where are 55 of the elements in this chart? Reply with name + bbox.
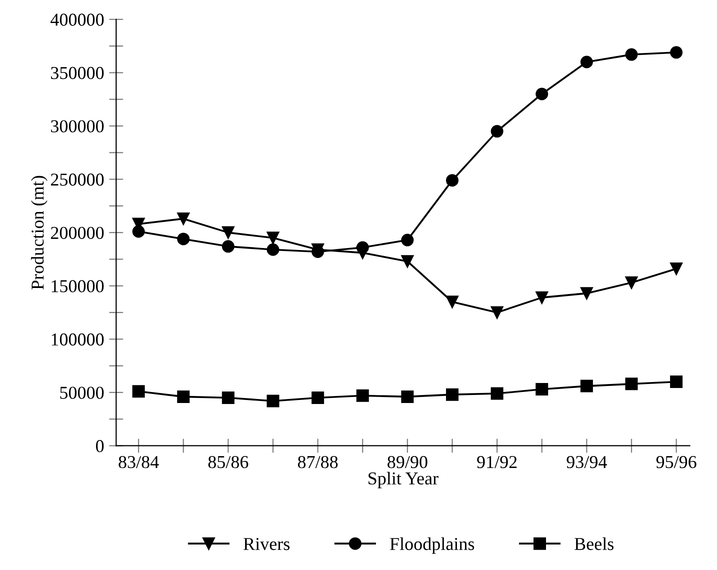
point <box>222 240 234 253</box>
point <box>401 234 414 246</box>
point <box>222 392 234 404</box>
point <box>580 380 593 392</box>
x-tick-label: 93/94 <box>566 456 607 468</box>
point <box>536 382 548 396</box>
point <box>446 388 458 401</box>
point <box>132 385 145 398</box>
x-tick-label: 85/86 <box>208 456 248 468</box>
point <box>177 390 190 403</box>
point <box>356 246 369 260</box>
x-tick-label: 89/90 <box>388 456 428 468</box>
x-tick-label: 91/92 <box>477 456 517 468</box>
x-tick-label: 87/88 <box>298 456 338 468</box>
point <box>536 291 548 304</box>
y-axis-title: Production (mt) <box>31 176 48 290</box>
point <box>312 392 324 404</box>
point <box>580 56 593 68</box>
y-tick-label: 350000 <box>51 66 104 80</box>
point <box>490 387 504 400</box>
point <box>266 394 280 408</box>
y-tick-label: 100000 <box>52 333 104 346</box>
point <box>446 296 458 308</box>
point <box>401 255 414 268</box>
point <box>670 262 683 276</box>
y-tick-label: 200000 <box>50 226 104 239</box>
point <box>266 232 280 244</box>
x-tick-label: 95/96 <box>656 456 696 468</box>
y-tick-label: 0 <box>96 440 104 452</box>
legend-label: Floodplains <box>390 537 474 554</box>
point <box>490 306 504 319</box>
point <box>670 46 683 59</box>
point <box>266 243 280 256</box>
point <box>625 378 638 390</box>
point <box>625 48 638 61</box>
point <box>177 232 190 246</box>
point <box>670 376 683 388</box>
x-axis-title: Split Year <box>368 472 438 488</box>
point <box>446 174 458 187</box>
legend-label: Rivers <box>244 538 290 550</box>
legend-label: Beels <box>574 537 614 550</box>
x-tick-label: 83/84 <box>118 456 159 468</box>
point <box>177 212 190 225</box>
y-tick-label: 150000 <box>52 280 104 292</box>
point <box>580 287 593 300</box>
point <box>401 390 414 403</box>
point <box>222 226 234 239</box>
y-tick-label: 400000 <box>50 14 104 26</box>
point <box>490 125 504 138</box>
point <box>536 88 548 100</box>
y-tick-label: 300000 <box>51 120 104 132</box>
point <box>356 389 369 402</box>
y-tick-label: 250000 <box>50 174 104 186</box>
y-tick-label: 50000 <box>60 386 104 399</box>
point <box>625 276 638 289</box>
